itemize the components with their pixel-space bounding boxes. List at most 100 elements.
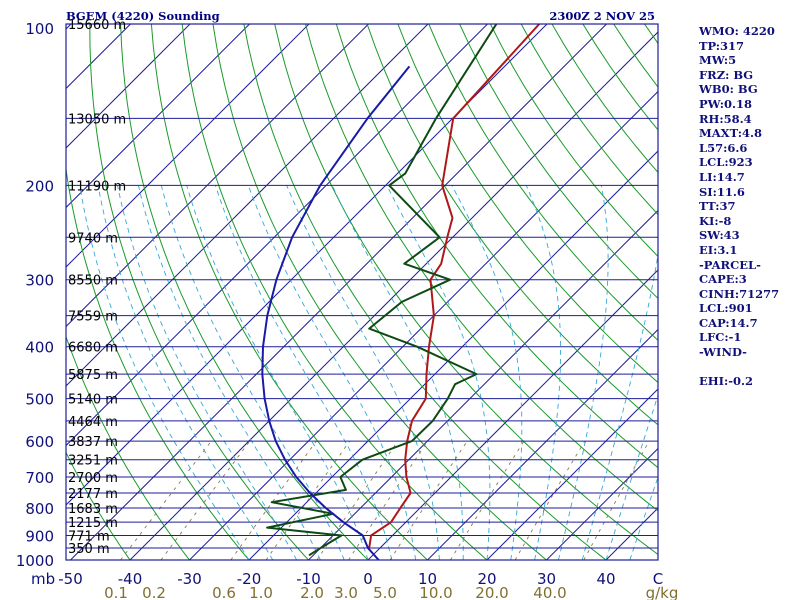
height-label: 5140 m	[68, 393, 118, 408]
temperature-tick-label: -20	[237, 570, 262, 588]
moist-adiabat-line	[186, 185, 369, 560]
height-label: 13050 m	[68, 112, 126, 127]
height-label: 15660 m	[68, 18, 126, 33]
isotherm-line	[248, 150, 658, 560]
mixing-ratio-line	[583, 440, 650, 560]
stat-line: WMO: 4220	[699, 24, 775, 38]
temperature-tick-label: 0	[363, 570, 373, 588]
stat-line: CINH:71277	[699, 286, 780, 301]
stat-line: WB0: BG	[699, 82, 758, 97]
stat-line: LCL:901	[699, 301, 753, 316]
stat-line: LI:14.7	[699, 169, 745, 184]
temperature-tick-label: 30	[537, 570, 556, 588]
isotherm-line	[546, 447, 658, 560]
height-label: 771 m	[68, 529, 110, 544]
mixing-ratio-tick-label: 0.6	[212, 584, 236, 600]
temperature-tick-label: 10	[418, 570, 437, 588]
pressure-label: 600	[25, 433, 54, 451]
mixing-ratio-tick-label: 1.0	[249, 584, 273, 600]
mixing-ratio-tick-label: 2.0	[300, 584, 324, 600]
stat-line: -PARCEL-	[699, 257, 761, 272]
isotherm-line	[308, 209, 658, 560]
stat-line: CAPE:3	[699, 272, 747, 287]
stat-line: CAP:14.7	[699, 315, 758, 330]
moist-adiabat-line	[97, 185, 274, 560]
stat-line: SW:43	[699, 228, 740, 243]
isotherm-line	[0, 24, 12, 560]
pressure-label: 700	[25, 469, 54, 487]
dewpoint-profile-line	[266, 24, 498, 557]
dry-adiabat-line	[150, 24, 428, 560]
height-label: 8550 m	[68, 274, 118, 289]
isotherm-line	[66, 24, 429, 387]
isotherm-line	[367, 269, 658, 560]
height-label: 3251 m	[68, 454, 118, 469]
mixing-ratio-tick-label: 5.0	[373, 584, 397, 600]
stat-line: L57:6.6	[699, 140, 748, 155]
temperature-tick-label: 20	[477, 570, 496, 588]
chart-title: BGEM (4220) Sounding	[66, 9, 220, 23]
moist-adiabat-line	[137, 185, 321, 560]
pressure-label: 200	[25, 177, 54, 195]
mixing-ratio-line	[120, 440, 212, 560]
pressure-unit-label: mb	[31, 570, 55, 588]
stat-line: FRZ: BG	[699, 67, 754, 82]
pressure-label: 500	[25, 391, 54, 409]
stat-line: MAXT:4.8	[699, 126, 762, 141]
moist-adiabat-line	[557, 185, 609, 560]
stat-line: SI:11.6	[699, 184, 745, 199]
mixing-ratio-line	[450, 440, 525, 560]
height-label: 350 m	[68, 542, 110, 557]
moist-adiabat-line	[79, 185, 250, 560]
moist-adiabat-line	[331, 185, 464, 560]
stat-line: RH:58.4	[699, 111, 752, 126]
temperature-tick-label: -40	[118, 570, 143, 588]
pressure-label: 1000	[16, 552, 54, 570]
plot-frame	[65, 23, 659, 561]
pressure-label: 900	[25, 527, 54, 545]
height-label: 1215 m	[68, 516, 118, 531]
mixing-ratio-line	[389, 440, 468, 560]
mixing-ratio-tick-label: 0.1	[104, 584, 128, 600]
stat-line: KI:-8	[699, 213, 732, 228]
height-label: 11190 m	[68, 179, 126, 194]
mixing-ratio-tick-label: 20.0	[475, 584, 508, 600]
isotherm-line	[70, 24, 607, 560]
isotherm-line	[129, 31, 658, 560]
isotherm-line	[427, 328, 658, 560]
stat-line: LFC:-1	[699, 330, 742, 345]
height-label: 1683 m	[68, 502, 118, 517]
isotherm-line	[189, 90, 658, 560]
height-label: 9740 m	[68, 231, 118, 246]
height-label: 6680 m	[68, 341, 118, 356]
stat-line: EI:3.1	[699, 242, 738, 257]
height-label: 4464 m	[68, 415, 118, 430]
moist-adiabat-line	[581, 252, 658, 560]
mixing-ratio-line	[348, 440, 429, 560]
stat-line: TT:37	[699, 199, 736, 214]
mixing-ratio-line	[316, 440, 399, 560]
isotherm-line	[66, 24, 369, 328]
stat-line: PW:0.18	[699, 96, 753, 111]
height-label: 7559 m	[68, 310, 118, 325]
mixing-ratio-line	[230, 440, 317, 560]
isotherm-line	[486, 388, 658, 560]
sounding-indices-panel: WMO: 4220 TP:317 MW:5 FRZ: BG WB0: BG PW:0.18…	[699, 24, 799, 389]
pressure-label: 400	[25, 339, 54, 357]
stat-line: LCL:923	[699, 155, 753, 170]
dry-adiabat-line	[120, 24, 369, 560]
pressure-label: 300	[25, 272, 54, 290]
stat-line: -WIND-	[699, 345, 747, 360]
mixing-ratio-tick-label: 0.2	[142, 584, 166, 600]
isotherm-line	[66, 24, 488, 447]
temperature-tick-label: -30	[177, 570, 202, 588]
temperature-tick-label: 40	[596, 570, 615, 588]
parcel-profile-line	[261, 65, 411, 560]
mixing-ratio-tick-label: 3.0	[334, 584, 358, 600]
height-label: 2177 m	[68, 487, 118, 502]
pressure-label: 800	[25, 500, 54, 518]
height-label: 3837 m	[68, 435, 118, 450]
dry-adiabat-line	[305, 24, 658, 512]
temperature-unit-label: C	[653, 570, 663, 588]
